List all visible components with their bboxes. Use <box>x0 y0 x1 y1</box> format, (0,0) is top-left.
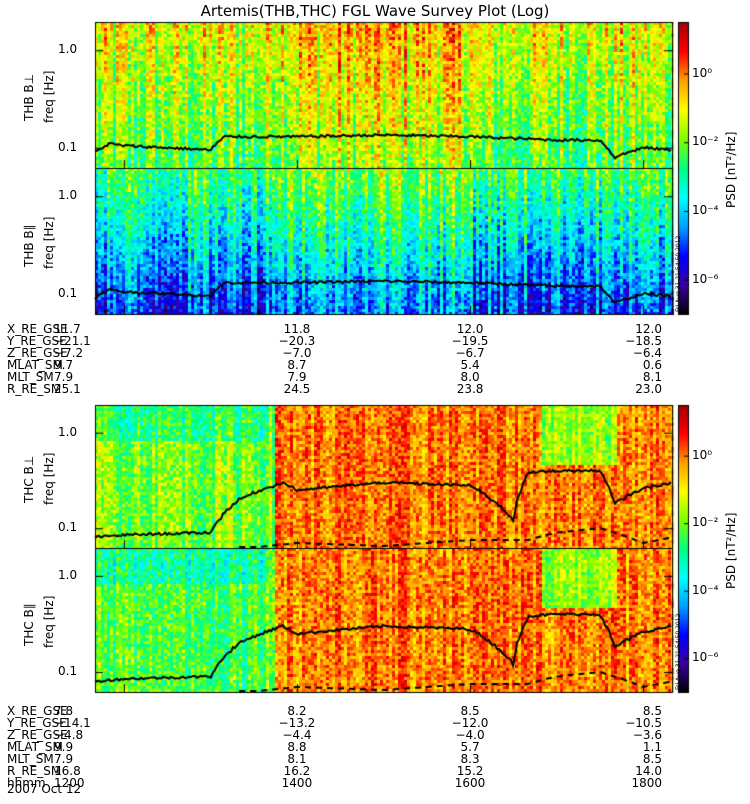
ephemeris-row-name: X_RE_GSE <box>7 704 68 718</box>
ephemeris-row-name: MLT_SM <box>7 370 54 384</box>
colorbar-tick-label: 10⁻² <box>692 515 719 530</box>
ephemeris-value: 1600 <box>454 776 486 790</box>
freq-tick-label: 0.1 <box>58 520 78 535</box>
ephemeris-value: −19.5 <box>451 334 489 348</box>
freq-axis-label: freq [Hz] <box>42 216 56 269</box>
ephemeris-row-name: X_RE_GSE <box>7 322 68 336</box>
ephemeris-value: −10.5 <box>625 716 662 730</box>
ephemeris-value: 14.0 <box>635 764 662 778</box>
ephemeris-value: 8.8 <box>287 740 307 754</box>
freq-axis-label: freq [Hz] <box>42 452 56 505</box>
ephemeris-value: −4.8 <box>54 728 84 742</box>
freq-axis-label: freq [Hz] <box>42 70 56 123</box>
ephemeris-value: 7.9 <box>287 370 307 384</box>
ephemeris-value: 7.8 <box>54 704 74 718</box>
colorbar-tick-label: 10⁻⁴ <box>692 202 719 217</box>
ephemeris-value: −4.4 <box>282 728 312 742</box>
ephemeris-row-name: Z_RE_GSE <box>7 346 68 360</box>
ephemeris-value: 1800 <box>631 776 662 790</box>
ephemeris-value: 23.8 <box>456 382 484 396</box>
freq-tick-label: 1.0 <box>58 188 78 203</box>
colorbar-tick-label: 10⁻² <box>692 134 719 149</box>
ephemeris-value: 9.9 <box>54 740 74 754</box>
freq-tick-label: 1.0 <box>58 42 78 57</box>
ephemeris-row-name: MLAT_SM <box>7 358 63 372</box>
ephemeris-value: 8.5 <box>642 704 662 718</box>
panel-label: THC B∥ <box>22 603 36 646</box>
colorbar-label: PSD [nT²/Hz] <box>724 512 738 589</box>
panel-label: THC B⊥ <box>22 455 36 503</box>
ephemeris-value: 12.0 <box>456 322 484 336</box>
timestamp-stamp: Fri Aug 31 21:54:50 2012 <box>675 235 682 312</box>
ephemeris-value: 1200 <box>54 776 85 790</box>
panel-label: THB B∥ <box>22 224 36 267</box>
ephemeris-value: −6.4 <box>632 346 662 360</box>
ephemeris-value: −3.6 <box>632 728 662 742</box>
ephemeris-value: −14.1 <box>54 716 91 730</box>
ephemeris-value: 16.2 <box>283 764 311 778</box>
ephemeris-value: 0.6 <box>642 358 662 372</box>
ephemeris-row-name: R_RE_SM <box>7 382 62 396</box>
ephemeris-value: −4.0 <box>455 728 485 742</box>
ephemeris-value: −7.2 <box>54 346 84 360</box>
ephemeris-value: 8.2 <box>287 704 307 718</box>
ephemeris-value: 24.5 <box>283 382 311 396</box>
ephemeris-value: 25.1 <box>54 382 81 396</box>
freq-axis-label: freq [Hz] <box>42 595 56 648</box>
colorbar-tick-label: 10⁻⁴ <box>692 582 719 597</box>
colorbar-tick-label: 10⁰ <box>692 65 713 80</box>
ephemeris-row-name: MLAT_SM <box>7 740 63 754</box>
panel-label: THB B⊥ <box>22 73 36 121</box>
ephemeris-value: 15.2 <box>456 764 484 778</box>
ephemeris-value: 8.5 <box>460 704 480 718</box>
freq-tick-label: 0.1 <box>58 285 78 300</box>
ephemeris-value: 8.3 <box>460 752 480 766</box>
ephemeris-row-name: Y_RE_GSE <box>7 716 67 730</box>
colorbar-tick-label: 10⁻⁶ <box>692 271 719 286</box>
freq-tick-label: 1.0 <box>58 424 78 439</box>
ephemeris-value: 7.9 <box>54 370 74 384</box>
ephemeris-value: −20.3 <box>278 334 316 348</box>
colorbar-tick-label: 10⁻⁶ <box>692 650 719 665</box>
ephemeris-value: 8.7 <box>287 358 307 372</box>
freq-tick-label: 0.1 <box>58 664 78 679</box>
freq-tick-label: 1.0 <box>58 567 78 582</box>
ephemeris-value: 11.7 <box>54 322 81 336</box>
ephemeris-value: 5.4 <box>460 358 480 372</box>
ephemeris-row-name: hhmm <box>7 776 46 790</box>
ephemeris-value: −21.1 <box>54 334 91 348</box>
ephemeris-value: 8.1 <box>642 370 662 384</box>
ephemeris-row-name: Y_RE_GSE <box>7 334 67 348</box>
ephemeris-row-name: Z_RE_GSE <box>7 728 68 742</box>
ephemeris-value: −18.5 <box>625 334 662 348</box>
ephemeris-value: 1400 <box>281 776 313 790</box>
ephemeris-value: −7.0 <box>282 346 312 360</box>
ephemeris-value: 8.5 <box>642 752 662 766</box>
timestamp-stamp: Fri Aug 31 21:54:50 2012 <box>675 613 682 690</box>
chart-title: Artemis(THB,THC) FGL Wave Survey Plot (L… <box>200 2 550 20</box>
colorbar-label: PSD [nT²/Hz] <box>724 131 738 208</box>
date-label: 2007 Oct 12 <box>7 782 82 796</box>
ephemeris-value: −12.0 <box>451 716 489 730</box>
ephemeris-row-name: R_RE_SM <box>7 764 62 778</box>
ephemeris-value: −13.2 <box>278 716 316 730</box>
ephemeris-value: 7.9 <box>54 752 74 766</box>
ephemeris-value: 16.8 <box>54 764 81 778</box>
ephemeris-value: 8.0 <box>460 370 480 384</box>
ephemeris-value: 8.1 <box>287 752 307 766</box>
ephemeris-value: 9.7 <box>54 358 74 372</box>
ephemeris-value: 11.8 <box>283 322 311 336</box>
ephemeris-value: −6.7 <box>455 346 485 360</box>
ephemeris-value: 5.7 <box>460 740 480 754</box>
ephemeris-value: 23.0 <box>635 382 662 396</box>
colorbar-tick-label: 10⁰ <box>692 447 713 462</box>
ephemeris-value: 12.0 <box>635 322 662 336</box>
ephemeris-value: 1.1 <box>642 740 662 754</box>
ephemeris-row-name: MLT_SM <box>7 752 54 766</box>
freq-tick-label: 0.1 <box>58 139 78 154</box>
